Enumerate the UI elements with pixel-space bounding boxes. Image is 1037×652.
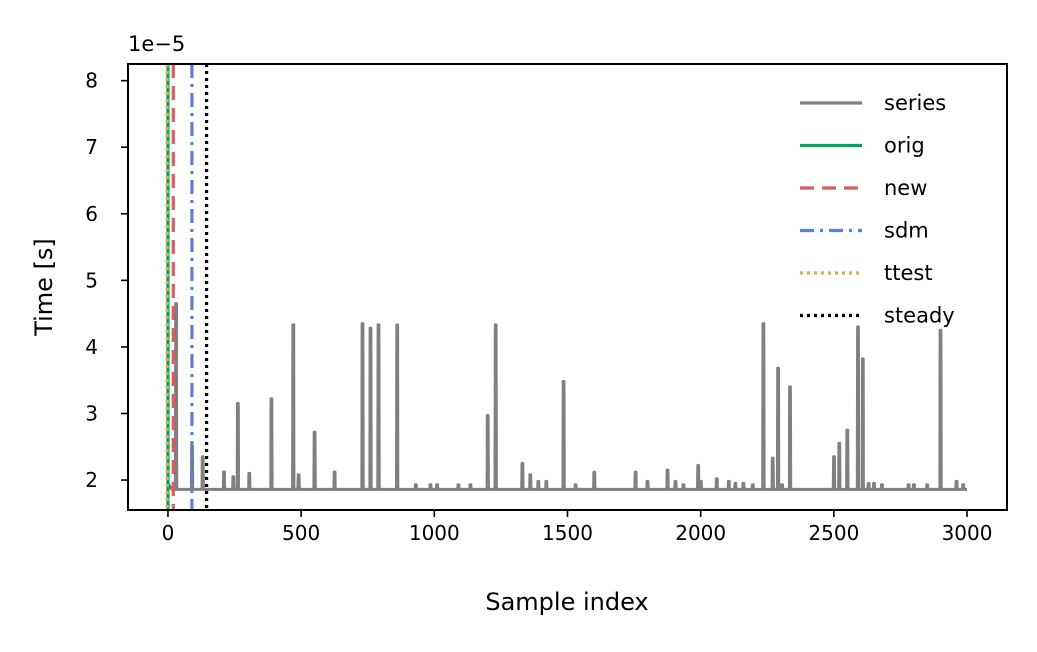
y-offset-label: 1e−5 bbox=[128, 32, 185, 56]
y-tick-label: 5 bbox=[85, 268, 98, 292]
y-tick-label: 3 bbox=[85, 401, 98, 425]
x-tick-label: 2000 bbox=[675, 521, 726, 545]
y-axis-label: Time [s] bbox=[30, 238, 58, 337]
y-tick-label: 8 bbox=[85, 69, 98, 93]
y-tick-label: 2 bbox=[85, 468, 98, 492]
x-tick-label: 1500 bbox=[542, 521, 593, 545]
legend-label-orig: orig bbox=[884, 134, 925, 158]
series-line bbox=[166, 302, 967, 491]
x-tick-label: 0 bbox=[162, 521, 175, 545]
x-tick-label: 3000 bbox=[942, 521, 993, 545]
legend-label-ttest: ttest bbox=[884, 261, 933, 285]
x-tick-label: 2500 bbox=[808, 521, 859, 545]
y-tick-label: 4 bbox=[85, 335, 98, 359]
x-tick-label: 1000 bbox=[409, 521, 460, 545]
legend-label-new: new bbox=[884, 176, 927, 200]
legend-label-sdm: sdm bbox=[884, 219, 929, 243]
legend: series orig new sdm ttest steady bbox=[800, 91, 955, 328]
y-tick-label: 7 bbox=[85, 135, 98, 159]
legend-label-series: series bbox=[884, 91, 946, 115]
plot-frame bbox=[127, 63, 1008, 511]
legend-label-steady: steady bbox=[884, 304, 955, 328]
y-tick-label: 6 bbox=[85, 202, 98, 226]
x-axis-label: Sample index bbox=[485, 588, 648, 616]
x-tick-label: 500 bbox=[282, 521, 320, 545]
